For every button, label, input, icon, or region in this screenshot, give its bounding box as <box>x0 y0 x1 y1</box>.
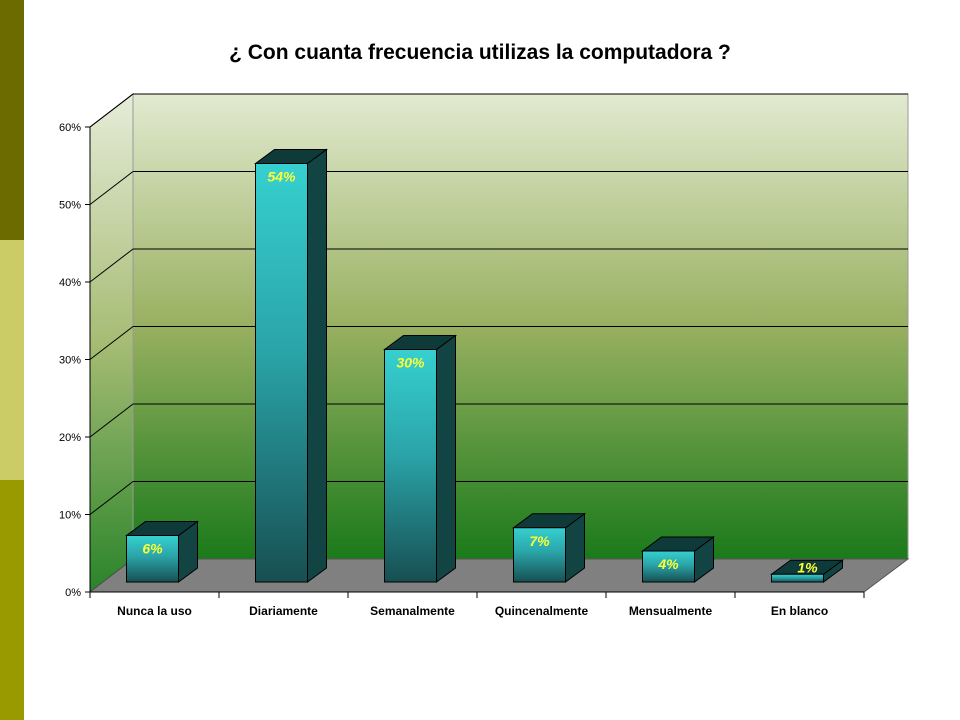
data-label: 7% <box>529 533 550 549</box>
side-decor-band-bottom <box>0 480 24 720</box>
y-tick-label: 40% <box>59 277 81 289</box>
bar: 54% <box>253 148 329 583</box>
y-tick-label: 60% <box>59 122 81 134</box>
x-tick-label: En blanco <box>771 604 828 618</box>
y-tick-label: 30% <box>59 355 81 367</box>
bar-side <box>307 148 327 583</box>
side-decor-band-middle <box>0 240 24 480</box>
chart-title: ¿ Con cuanta frecuencia utilizas la comp… <box>229 41 731 64</box>
data-label: 1% <box>797 559 818 575</box>
bar-front <box>642 550 695 583</box>
x-tick-label: Diariamente <box>249 604 318 618</box>
bar-front <box>126 535 179 583</box>
gridline-left <box>89 93 134 128</box>
bar-front <box>513 527 566 583</box>
y-tick-label: 50% <box>59 200 81 212</box>
data-label: 4% <box>657 556 679 572</box>
y-tick-label: 10% <box>59 510 81 522</box>
bar: 30% <box>382 334 458 583</box>
side-decor-band-top <box>0 0 24 240</box>
bar-front <box>384 349 437 583</box>
y-tick-label: 0% <box>65 587 81 599</box>
data-label: 6% <box>142 541 163 557</box>
bars: 6% 54% 30% 7% 4% 1% <box>124 148 845 583</box>
x-tick-label: Nunca la uso <box>117 604 192 618</box>
gridline-left <box>89 171 134 205</box>
gridline-left <box>89 403 134 438</box>
y-axis: 0% 10% 20% 30% 40% 50% 60% <box>59 122 91 599</box>
gridline-left <box>89 248 134 283</box>
bar: 4% <box>640 536 716 583</box>
bar: 1% <box>769 559 845 583</box>
gridline-left <box>89 481 134 515</box>
bar-front <box>255 163 308 583</box>
x-tick-label: Mensualmente <box>629 604 713 618</box>
data-label: 30% <box>396 355 425 371</box>
x-tick-label: Quincenalmente <box>495 604 589 618</box>
gridline-left <box>89 326 134 360</box>
data-label: 54% <box>267 169 296 185</box>
bar: 6% <box>124 520 200 583</box>
bar: 7% <box>511 512 587 583</box>
bar-front <box>771 573 824 583</box>
y-tick-label: 20% <box>59 432 81 444</box>
bar-side <box>436 334 456 583</box>
x-tick-label: Semanalmente <box>370 604 455 618</box>
x-axis: Nunca la uso Diariamente Semanalmente Quinc… <box>89 591 865 618</box>
